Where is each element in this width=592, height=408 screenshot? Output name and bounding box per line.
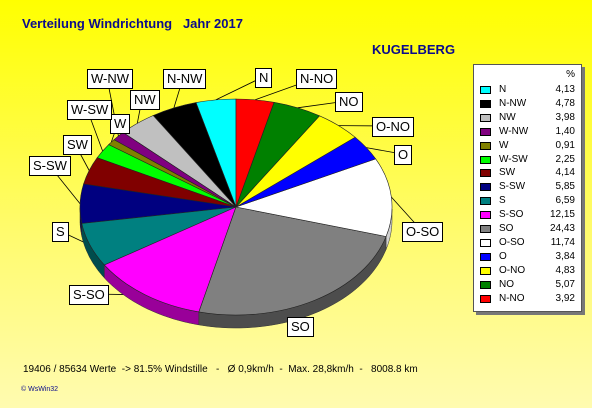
- legend-value: 2,25: [555, 153, 575, 165]
- legend-label: O-NO: [499, 264, 526, 276]
- slice-label-nw: NW: [130, 90, 160, 110]
- legend-value: 12,15: [549, 209, 575, 221]
- legend-label: SW: [499, 167, 516, 179]
- slice-label-w-sw: W-SW: [67, 100, 113, 120]
- legend-row-s: S 6,59: [480, 195, 575, 208]
- legend-swatch: [480, 113, 491, 122]
- legend-row-nw: NW 3,98: [480, 112, 575, 125]
- slice-label-n-nw: N-NW: [163, 69, 207, 89]
- slice-label-no: NO: [335, 92, 363, 112]
- legend-row-so: SO 24,43: [480, 223, 575, 236]
- slice-label-so: SO: [287, 317, 314, 337]
- legend-swatch: [480, 86, 491, 94]
- legend-swatch: [480, 211, 491, 220]
- slice-label-s-so: S-SO: [69, 285, 109, 305]
- pie-slice-so: [198, 206, 387, 316]
- legend-label: W: [499, 139, 509, 151]
- legend-label: O: [499, 250, 507, 262]
- legend-row-w-nw: W-NW 1,40: [480, 126, 575, 139]
- legend-label: NW: [499, 111, 516, 123]
- legend-value: 5,85: [555, 181, 575, 193]
- legend-row-s-sw: S-SW 5,85: [480, 181, 575, 194]
- legend-row-n-nw: N-NW 4,78: [480, 98, 575, 111]
- legend-swatch: [480, 99, 491, 108]
- legend-label: S-SW: [499, 181, 526, 193]
- legend-label: N: [499, 84, 507, 95]
- legend-label: S-SO: [499, 209, 524, 221]
- legend-swatch: [480, 183, 491, 192]
- slice-label-s: S: [52, 222, 69, 242]
- legend-value: 5,07: [555, 278, 575, 290]
- legend-value: 24,43: [549, 223, 575, 234]
- legend-row-o-so: O-SO 11,74: [480, 237, 575, 250]
- legend-swatch: [480, 252, 491, 261]
- legend-swatch: [480, 280, 491, 289]
- legend-swatch: [480, 225, 491, 233]
- legend-value: 3,84: [555, 250, 575, 262]
- legend: % N 4,13 N-NW 4,78 NW 3,98 W-NW 1,40 W 0,91 W-SW 2,…: [473, 64, 582, 312]
- legend-label: N-NW: [499, 97, 527, 109]
- legend-row-w-sw: W-SW 2,25: [480, 154, 575, 167]
- legend-label: W-NW: [499, 125, 529, 137]
- pie-slice-n-no: [235, 98, 275, 208]
- legend-swatch: [480, 127, 491, 136]
- legend-row-sw: SW 4,14: [480, 167, 575, 180]
- legend-swatch: [480, 294, 491, 303]
- slice-label-w: W: [110, 114, 131, 134]
- legend-label: N-NO: [499, 292, 525, 304]
- legend-row-w: W 0,91: [480, 140, 575, 153]
- legend-row-n: N 4,13: [480, 84, 575, 97]
- legend-swatch: [480, 197, 491, 206]
- legend-row-o-no: O-NO 4,83: [480, 265, 575, 278]
- legend-label: O-SO: [499, 236, 525, 248]
- legend-label: NO: [499, 278, 514, 290]
- legend-value: 4,78: [555, 97, 575, 109]
- pie-slice-o-so: [234, 158, 393, 237]
- slice-label-o-so: O-SO: [402, 222, 444, 242]
- legend-label: W-SW: [499, 153, 528, 165]
- slice-label-o-no: O-NO: [372, 117, 414, 137]
- legend-label: S: [499, 195, 506, 207]
- statistics-footer: 19406 / 85634 Werte -> 81.5% Windstille …: [23, 364, 418, 375]
- slice-label-o: O: [394, 145, 413, 165]
- legend-value: 6,59: [555, 195, 575, 207]
- legend-swatch: [480, 169, 491, 178]
- legend-swatch: [480, 141, 491, 150]
- legend-swatch: [480, 155, 491, 164]
- chart-title: Verteilung Windrichtung Jahr 2017: [22, 16, 243, 31]
- legend-swatch: [480, 238, 491, 247]
- legend-row-s-so: S-SO 12,15: [480, 209, 575, 222]
- legend-row-no: NO 5,07: [480, 279, 575, 292]
- legend-value: 3,92: [555, 292, 575, 304]
- legend-value: 0,91: [555, 139, 575, 151]
- wswin-logo: © WsWin32: [21, 386, 59, 393]
- legend-value: 4,13: [555, 84, 575, 95]
- slice-label-w-nw: W-NW: [87, 69, 134, 89]
- legend-value: 3,98: [555, 111, 575, 123]
- legend-value: 4,83: [555, 264, 575, 276]
- legend-row-n-no: N-NO 3,92: [480, 293, 575, 306]
- pie-slice-s-so: [103, 206, 237, 313]
- slice-label-n: N: [255, 68, 273, 88]
- station-name: KUGELBERG: [372, 42, 456, 57]
- legend-unit: %: [566, 69, 575, 80]
- legend-value: 4,14: [555, 167, 575, 179]
- legend-value: 1,40: [555, 125, 575, 137]
- slice-label-sw: SW: [63, 135, 92, 155]
- legend-label: SO: [499, 223, 514, 234]
- legend-value: 11,74: [550, 236, 575, 248]
- legend-row-o: O 3,84: [480, 251, 575, 264]
- slice-label-n-no: N-NO: [296, 69, 338, 89]
- legend-swatch: [480, 266, 491, 275]
- slice-label-s-sw: S-SW: [29, 156, 71, 176]
